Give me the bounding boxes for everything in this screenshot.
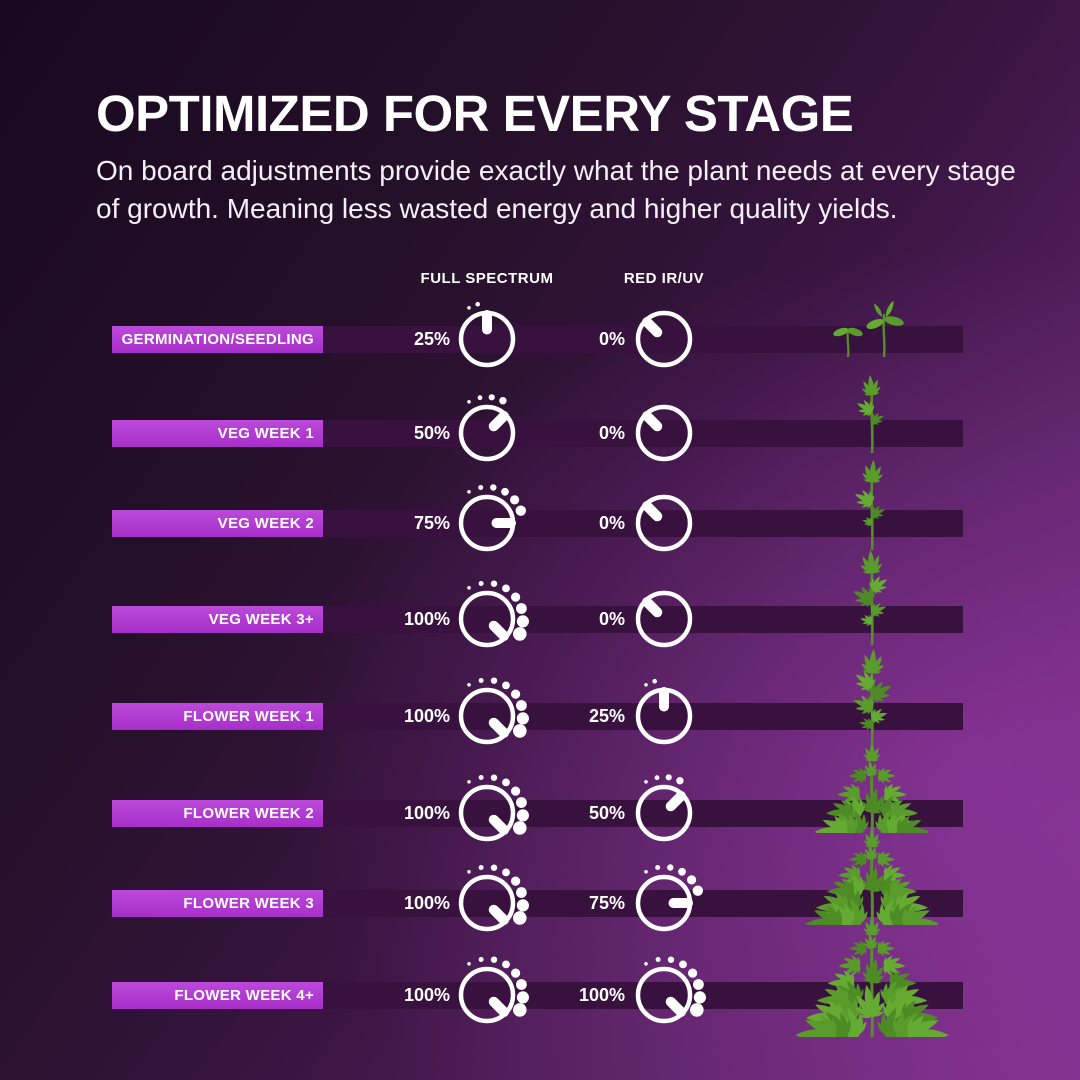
- full-spectrum-value: 75%: [413, 512, 450, 533]
- full-spectrum-knob-icon: [427, 373, 547, 493]
- full-spectrum-value: 100%: [403, 892, 450, 913]
- page-subtitle: On board adjustments provide exactly wha…: [96, 155, 1016, 225]
- red-iruv-value: 100%: [578, 984, 625, 1005]
- column-header-full-spectrum: FULL SPECTRUM: [420, 270, 554, 287]
- page-title: OPTIMIZED FOR EVERY STAGE: [96, 85, 854, 142]
- red-iruv-value: 75%: [588, 892, 625, 913]
- red-iruv-value: 50%: [588, 802, 625, 823]
- red-iruv-knob-icon: [604, 656, 724, 776]
- full-spectrum-knob-icon: [427, 843, 547, 963]
- full-spectrum-knob-icon: [427, 935, 547, 1055]
- plant-stage-icon: [792, 815, 952, 941]
- red-iruv-knob-icon: [604, 753, 724, 873]
- plant-stage-icon: [792, 454, 952, 552]
- plant-stage-icon: [792, 645, 952, 747]
- full-spectrum-value: 25%: [413, 328, 450, 349]
- plant-stage-icon: [792, 367, 952, 455]
- plant-stage-icon: [792, 545, 952, 647]
- red-iruv-value: 25%: [588, 705, 625, 726]
- full-spectrum-knob-icon: [427, 279, 547, 399]
- stage-label: FLOWER WEEK 3: [112, 889, 323, 917]
- stage-label: FLOWER WEEK 1: [112, 702, 323, 730]
- red-iruv-knob-icon: [604, 843, 724, 963]
- stage-label: FLOWER WEEK 4+: [112, 981, 323, 1009]
- full-spectrum-knob-icon: [427, 463, 547, 583]
- stage-label: GERMINATION/SEEDLING: [112, 325, 323, 353]
- red-iruv-value: 0%: [598, 422, 625, 443]
- red-iruv-knob-icon: [604, 463, 724, 583]
- full-spectrum-knob-icon: [427, 559, 547, 679]
- stage-label: VEG WEEK 2: [112, 509, 323, 537]
- red-iruv-value: 0%: [598, 328, 625, 349]
- full-spectrum-value: 100%: [403, 705, 450, 726]
- red-iruv-knob-icon: [604, 559, 724, 679]
- red-iruv-knob-icon: [604, 279, 724, 399]
- full-spectrum-value: 100%: [403, 984, 450, 1005]
- plant-stage-icon: [792, 283, 952, 359]
- red-iruv-knob-icon: [604, 373, 724, 493]
- full-spectrum-value: 100%: [403, 608, 450, 629]
- column-header-red-ir-uv: RED IR/UV: [623, 270, 705, 287]
- stage-label: VEG WEEK 3+: [112, 605, 323, 633]
- red-iruv-value: 0%: [598, 608, 625, 629]
- full-spectrum-knob-icon: [427, 656, 547, 776]
- full-spectrum-value: 50%: [413, 422, 450, 443]
- full-spectrum-value: 100%: [403, 802, 450, 823]
- red-iruv-value: 0%: [598, 512, 625, 533]
- stage-label: VEG WEEK 1: [112, 419, 323, 447]
- plant-stage-icon: [792, 903, 952, 1054]
- full-spectrum-knob-icon: [427, 753, 547, 873]
- red-iruv-knob-icon: [604, 935, 724, 1055]
- stage-label: FLOWER WEEK 2: [112, 799, 323, 827]
